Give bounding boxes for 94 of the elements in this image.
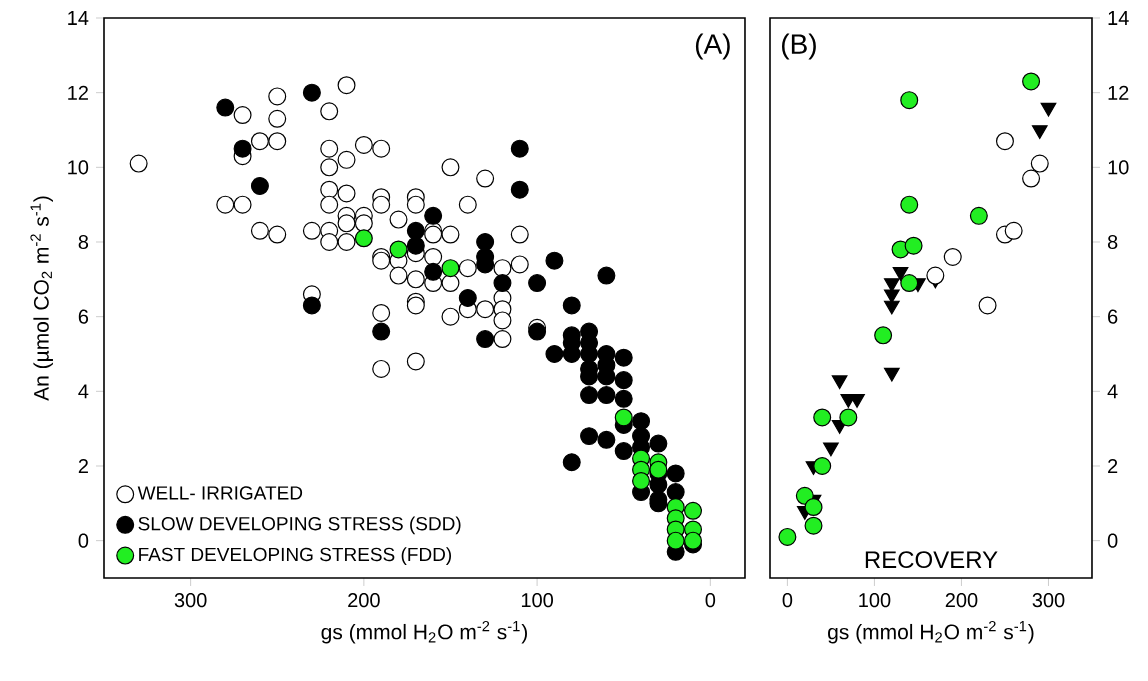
point bbox=[580, 427, 599, 446]
annotation: RECOVERY bbox=[865, 551, 998, 569]
x-axis-title: gs (mmol H$_{2}$O m$^{-2}$ s$^{-1}$) bbox=[321, 620, 527, 644]
y-tick-label: 2 bbox=[78, 459, 88, 473]
y-tick-label: 6 bbox=[1108, 309, 1118, 324]
point bbox=[1040, 102, 1057, 117]
point bbox=[562, 453, 581, 472]
y-tick-label: 8 bbox=[78, 234, 89, 250]
point bbox=[684, 531, 703, 550]
legend-label: WELL- IRRIGATED bbox=[137, 486, 303, 500]
point bbox=[900, 195, 919, 214]
point bbox=[804, 516, 823, 535]
point bbox=[823, 442, 839, 457]
point bbox=[354, 229, 373, 248]
legend-label: SLOW DEVELOPING STRESS (SDD) bbox=[138, 516, 461, 535]
point bbox=[216, 98, 235, 117]
point bbox=[476, 232, 495, 251]
point bbox=[406, 221, 425, 240]
point bbox=[250, 177, 269, 195]
point bbox=[597, 386, 616, 405]
point bbox=[926, 266, 945, 285]
point bbox=[493, 274, 512, 293]
y-tick-label: 0 bbox=[78, 533, 89, 548]
point bbox=[839, 408, 858, 427]
point bbox=[883, 289, 900, 304]
y-tick-label: 14 bbox=[68, 11, 89, 25]
point bbox=[666, 464, 685, 483]
point bbox=[883, 367, 900, 382]
legend-label: FAST DEVELOPING STRESS (FDD) bbox=[139, 547, 452, 565]
point bbox=[614, 408, 633, 427]
point bbox=[969, 206, 988, 225]
point bbox=[1022, 72, 1041, 91]
point bbox=[528, 322, 547, 341]
x-tick-label: 300 bbox=[1032, 593, 1065, 608]
point bbox=[900, 274, 919, 293]
y-axis-title: An (µmol CO$_{2}$ m$^{-2}$ s$^{-1}$) bbox=[30, 196, 53, 401]
point bbox=[892, 267, 909, 281]
point bbox=[424, 206, 443, 225]
y-tick-label: 4 bbox=[1107, 384, 1118, 399]
point bbox=[632, 471, 651, 490]
point bbox=[649, 460, 668, 479]
annotation: (A) bbox=[695, 33, 730, 60]
y-tick-label: 10 bbox=[68, 160, 89, 175]
point bbox=[476, 330, 495, 349]
point bbox=[614, 348, 633, 367]
x-tick-label: 200 bbox=[348, 593, 380, 608]
point bbox=[597, 430, 616, 449]
x-tick-label: 200 bbox=[945, 593, 978, 608]
x-tick-label: 100 bbox=[521, 593, 553, 608]
point bbox=[597, 266, 616, 285]
point bbox=[510, 180, 529, 199]
point bbox=[441, 259, 460, 278]
point bbox=[614, 442, 633, 461]
point bbox=[302, 83, 321, 102]
y-tick-label: 4 bbox=[78, 384, 89, 399]
y-tick-label: 0 bbox=[1107, 533, 1118, 548]
point bbox=[883, 300, 900, 315]
point bbox=[666, 483, 685, 502]
point bbox=[813, 456, 832, 475]
point bbox=[614, 371, 633, 390]
y-tick-label: 6 bbox=[78, 309, 89, 324]
point bbox=[580, 386, 599, 405]
point bbox=[528, 274, 547, 293]
point bbox=[778, 527, 797, 546]
point bbox=[804, 498, 823, 517]
x-tick-label: 0 bbox=[705, 593, 716, 608]
point bbox=[831, 375, 848, 390]
point bbox=[900, 91, 919, 110]
point bbox=[510, 139, 529, 158]
y-tick-label: 2 bbox=[1108, 459, 1118, 473]
y-tick-label: 8 bbox=[1107, 234, 1118, 250]
point bbox=[813, 408, 832, 427]
x-tick-label: 300 bbox=[174, 593, 207, 608]
annotation: (B) bbox=[782, 33, 816, 60]
point bbox=[1004, 221, 1023, 240]
point bbox=[1031, 125, 1048, 139]
x-tick-label: 100 bbox=[859, 593, 891, 608]
y-tick-label: 14 bbox=[1108, 11, 1129, 25]
point bbox=[666, 531, 685, 550]
point bbox=[562, 296, 581, 315]
y-tick-label: 10 bbox=[1108, 160, 1129, 175]
point bbox=[874, 326, 893, 345]
point bbox=[545, 251, 564, 270]
point bbox=[614, 389, 633, 408]
x-tick-label: 0 bbox=[782, 593, 793, 608]
x-axis-title: gs (mmol H$_{2}$O m$^{-2}$ s$^{-1}$) bbox=[828, 620, 1034, 644]
y-tick-label: 12 bbox=[1108, 85, 1129, 100]
point bbox=[684, 501, 703, 520]
point bbox=[904, 236, 923, 255]
point bbox=[649, 434, 668, 453]
point bbox=[632, 412, 651, 431]
point bbox=[545, 344, 564, 363]
y-tick-label: 12 bbox=[68, 85, 88, 100]
point bbox=[372, 322, 391, 341]
